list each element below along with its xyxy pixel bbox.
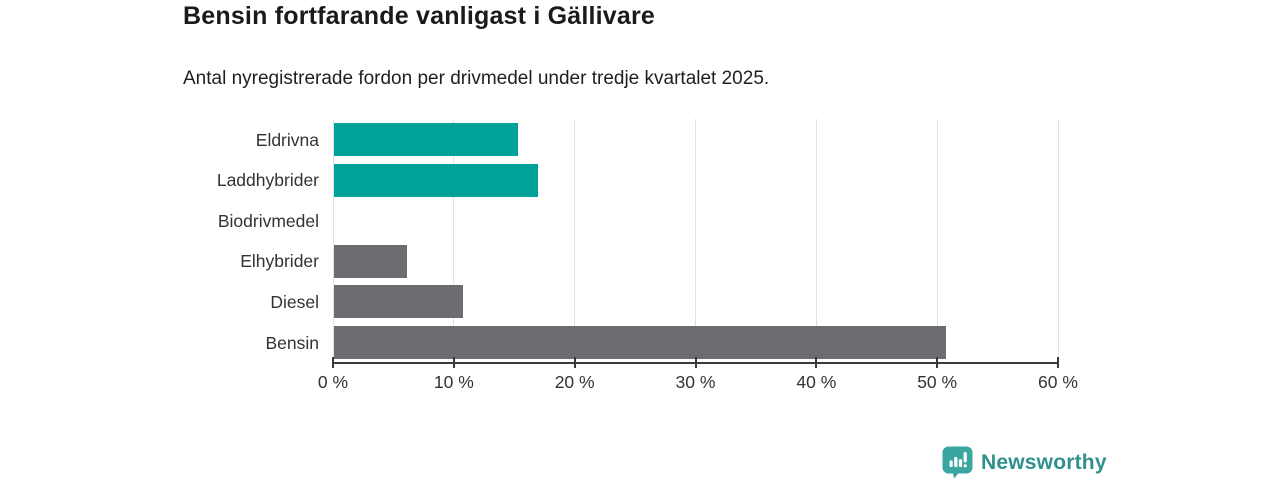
x-tick-label-30: 30 % xyxy=(675,372,716,392)
chart-title: Bensin fortfarande vanligast i Gällivare xyxy=(183,2,656,30)
category-label-biodrivmedel: Biodrivmedel xyxy=(217,210,319,231)
gridline-60-percent xyxy=(1057,119,1059,363)
gridline-0-percent xyxy=(332,119,334,363)
gridline-30-percent xyxy=(695,119,696,363)
category-label-elhybrider: Elhybrider xyxy=(240,251,319,272)
gridline-50-percent xyxy=(936,119,938,363)
gridline-20-percent xyxy=(574,119,576,363)
x-axis-tick-20 xyxy=(573,357,576,368)
newsworthy-logo[interactable]: Newsworthy xyxy=(942,446,1107,479)
x-axis-tick-10 xyxy=(452,357,455,368)
bar-elhybrider xyxy=(333,244,408,278)
newsworthy-speech-bubble-bar-chart-icon xyxy=(942,446,973,479)
x-axis-tick-60 xyxy=(1057,357,1059,368)
x-tick-label-60: 60 % xyxy=(1038,372,1078,392)
x-axis-tick-0 xyxy=(332,357,334,368)
bar-laddhybrider xyxy=(333,163,538,197)
gridline-40-percent xyxy=(815,119,817,363)
category-label-eldrivna: Eldrivna xyxy=(255,129,319,150)
x-tick-label-20: 20 % xyxy=(554,372,595,392)
x-axis-tick-30 xyxy=(694,357,697,368)
chart-subtitle: Antal nyregistrerade fordon per drivmede… xyxy=(183,68,770,89)
x-axis-tick-40 xyxy=(815,357,818,368)
bar-bensin xyxy=(333,326,947,359)
x-tick-label-10: 10 % xyxy=(433,372,474,392)
x-tick-label-0: 0 % xyxy=(317,372,349,392)
x-axis-tick-50 xyxy=(936,357,939,368)
gridline-10-percent xyxy=(453,119,455,363)
category-label-bensin: Bensin xyxy=(265,332,319,353)
x-tick-label-50: 50 % xyxy=(917,372,958,392)
bar-diesel xyxy=(333,285,463,319)
newsworthy-wordmark: Newsworthy xyxy=(981,450,1107,474)
category-label-diesel: Diesel xyxy=(270,291,319,312)
category-label-laddhybrider: Laddhybrider xyxy=(216,170,319,191)
x-tick-label-40: 40 % xyxy=(796,372,837,392)
bar-eldrivna xyxy=(333,123,519,156)
